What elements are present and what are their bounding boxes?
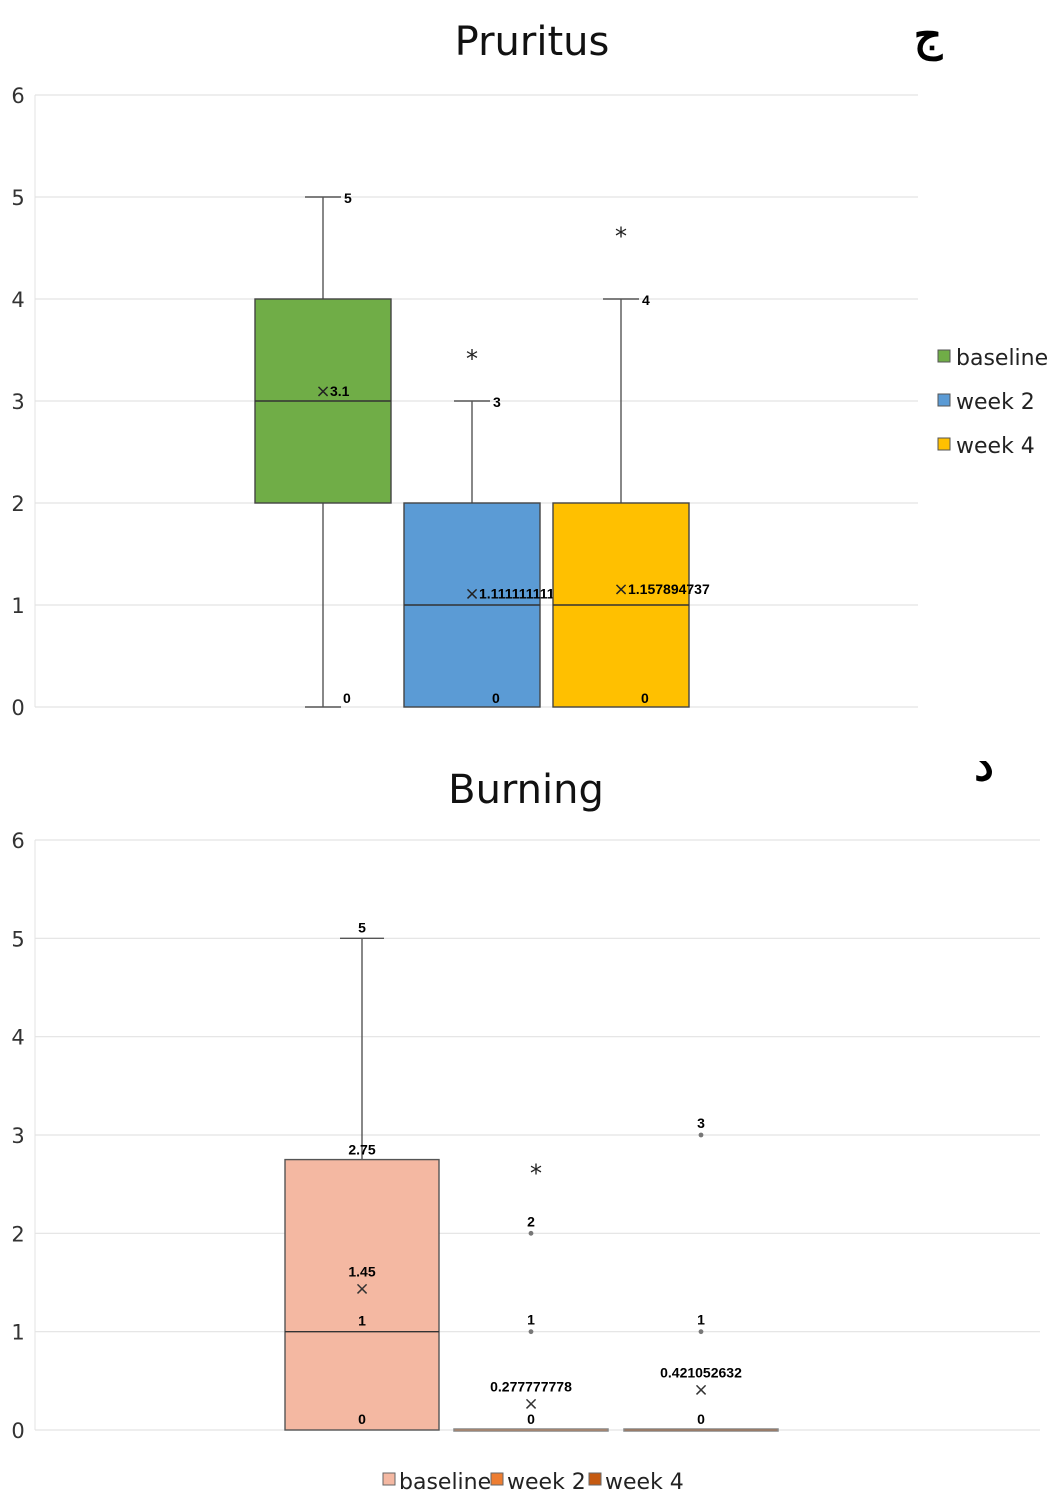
y-tick-label: 1	[11, 594, 24, 618]
mean-label: 1.157894737	[628, 581, 710, 597]
y-tick-label: 6	[11, 84, 24, 108]
box-iqr	[623, 1428, 779, 1432]
y-tick-label: 0	[11, 1419, 24, 1443]
point-label: 3	[697, 1115, 705, 1131]
point-label: 1	[527, 1312, 535, 1328]
box-week-4: ×0.421052632 0 3 1	[623, 1115, 779, 1432]
mean-label: 3.1	[330, 383, 350, 399]
mean-marker: ×	[354, 1278, 369, 1299]
mean-marker: ×	[613, 579, 628, 600]
max-label: 5	[344, 190, 352, 206]
y-tick-label: 2	[11, 492, 24, 516]
y-tick-label: 1	[11, 1321, 24, 1345]
max-label: 3	[493, 394, 501, 410]
legend-label: week 4	[956, 434, 1035, 459]
point-label: 2	[527, 1213, 535, 1229]
burning-boxes: ×1.4552.7510×0.277777778021*×0.421052632…	[284, 919, 779, 1432]
y-tick-label: 3	[11, 390, 24, 414]
pruritus-y-axis: 0 1 2 3 4 5 6	[11, 84, 24, 720]
min-label: 0	[697, 1411, 705, 1427]
legend-swatch	[937, 349, 951, 363]
mean-label: 0.277777778	[490, 1379, 572, 1395]
min-label: 0	[492, 690, 500, 706]
y-tick-label: 0	[11, 696, 24, 720]
box-week-4: × 1.157894737 4 0 *	[552, 223, 710, 708]
y-tick-label: 4	[11, 288, 24, 312]
mean-marker: ×	[464, 584, 479, 605]
data-point	[698, 1329, 704, 1335]
box-iqr	[284, 1158, 440, 1431]
box-week-2: ×0.277777778 0 2 1 *	[453, 1159, 609, 1432]
y-tick-label: 5	[11, 186, 24, 210]
min-label: 0	[527, 1411, 535, 1427]
burning-legend: baseline week 2 week 4	[382, 1470, 684, 1495]
legend-label: week 2	[956, 390, 1035, 415]
data-point	[528, 1230, 534, 1236]
min-label: 0	[358, 1411, 366, 1427]
pruritus-title: Pruritus	[455, 19, 610, 65]
box-baseline: ×1.45 5 2.75 1 0	[284, 919, 440, 1431]
legend-swatch	[588, 1472, 602, 1486]
legend-swatch	[937, 437, 951, 451]
y-tick-label: 6	[11, 829, 24, 853]
box-week-2: × 1.111111111 3 0 *	[403, 345, 555, 708]
mean-label: 0.421052632	[660, 1365, 742, 1381]
legend-swatch	[382, 1472, 396, 1486]
y-tick-label: 3	[11, 1124, 24, 1148]
min-label: 0	[343, 690, 351, 706]
legend-label: baseline	[399, 1470, 491, 1495]
burning-panel-letter: د	[974, 740, 994, 791]
y-tick-label: 5	[11, 927, 24, 951]
outlier-point: *	[466, 345, 478, 373]
box-baseline: × 3.1 5 0	[254, 190, 392, 708]
legend-label: week 2	[507, 1470, 586, 1495]
min-label: 0	[641, 690, 649, 706]
outlier-point: *	[530, 1159, 542, 1187]
mean-label: 1.111111111	[479, 586, 555, 602]
burning-gridlines	[34, 839, 1040, 1431]
data-point	[698, 1132, 704, 1138]
mean-label: 1.45	[348, 1263, 375, 1279]
max-label: 5	[358, 919, 366, 935]
y-tick-label: 2	[11, 1222, 24, 1246]
mean-marker: ×	[315, 381, 330, 402]
burning-y-axis: 0 1 2 3 4 5 6	[11, 829, 24, 1443]
data-point	[528, 1329, 534, 1335]
max-label: 4	[642, 292, 650, 308]
legend-swatch	[490, 1472, 504, 1486]
mean-marker: ×	[693, 1380, 708, 1401]
median-label: 1	[358, 1313, 366, 1329]
burning-title: Burning	[448, 767, 604, 813]
legend-label: week 4	[605, 1470, 684, 1495]
y-tick-label: 4	[11, 1026, 24, 1050]
legend-swatch	[937, 393, 951, 407]
pruritus-legend: baseline week 2 week 4	[937, 346, 1048, 459]
q3-label: 2.75	[348, 1142, 375, 1158]
outlier-point: *	[615, 223, 627, 251]
box-iqr	[453, 1428, 609, 1432]
legend-label: baseline	[956, 346, 1048, 371]
mean-marker: ×	[523, 1394, 538, 1415]
pruritus-panel-letter: ج	[914, 10, 944, 62]
point-label: 1	[697, 1312, 705, 1328]
